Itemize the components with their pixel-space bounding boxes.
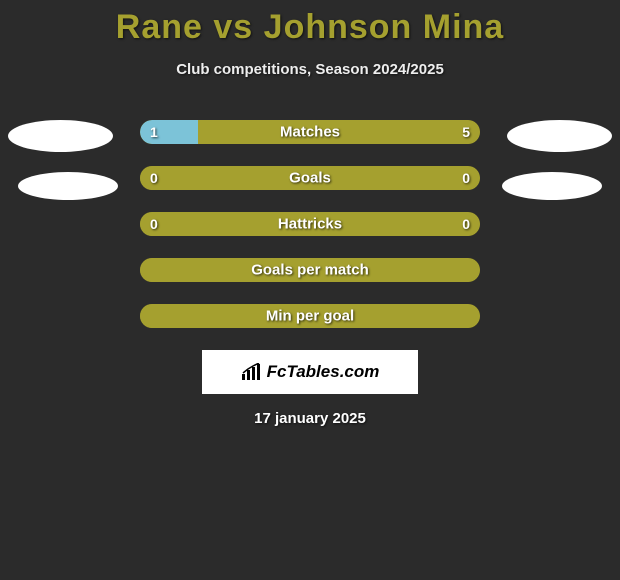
bar-value-right: 0: [462, 216, 470, 232]
bar-value-left: 1: [150, 124, 158, 140]
bar-list: 1 5 Matches 0 0 Goals 0 0 Hattricks Goals per mat…: [140, 120, 480, 328]
bar-value-right: 5: [462, 124, 470, 140]
stat-bar: 0 0 Goals: [140, 166, 480, 190]
bar-fill-left: [140, 120, 198, 144]
player2-avatar-placeholder: [507, 120, 612, 152]
player2-name: Johnson Mina: [264, 8, 505, 46]
player2-club-placeholder: [502, 172, 602, 200]
bar-value-left: 0: [150, 170, 158, 186]
chart-icon: [241, 363, 263, 381]
bar-label: Matches: [280, 124, 340, 141]
player1-club-placeholder: [18, 172, 118, 200]
comparison-chart: 1 5 Matches 0 0 Goals 0 0 Hattricks Goals per mat…: [0, 120, 620, 328]
date-text: 17 january 2025: [0, 410, 620, 427]
player1-avatar-placeholder: [8, 120, 113, 152]
player1-name: Rane: [116, 8, 203, 46]
stat-bar: Min per goal: [140, 304, 480, 328]
logo-text: FcTables.com: [267, 362, 380, 382]
bar-label: Hattricks: [278, 216, 342, 233]
stat-bar: Goals per match: [140, 258, 480, 282]
bar-value-left: 0: [150, 216, 158, 232]
logo-box: FcTables.com: [202, 350, 418, 394]
bar-value-right: 0: [462, 170, 470, 186]
bar-label: Goals: [289, 170, 331, 187]
stat-bar: 0 0 Hattricks: [140, 212, 480, 236]
logo: FcTables.com: [241, 362, 380, 382]
page-title: Rane vs Johnson Mina: [0, 0, 620, 47]
bar-label: Min per goal: [266, 308, 354, 325]
bar-label: Goals per match: [251, 262, 369, 279]
stat-bar: 1 5 Matches: [140, 120, 480, 144]
subtitle: Club competitions, Season 2024/2025: [0, 61, 620, 78]
vs-text: vs: [213, 8, 253, 46]
